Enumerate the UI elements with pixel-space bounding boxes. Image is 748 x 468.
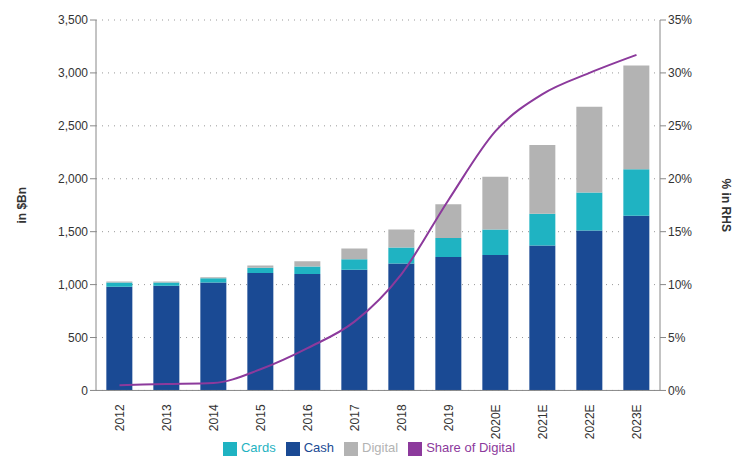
html-text:Cash: Cash [303,440,334,456]
svg-text:% in RHS: % in RHS [719,179,733,232]
svg-text:0%: 0% [668,384,686,398]
svg-text:2019: 2019 [442,404,456,431]
html-text:Digital: Digital [362,440,399,456]
svg-text:15%: 15% [668,225,692,239]
svg-text:0: 0 [81,384,88,398]
svg-text:2,500: 2,500 [58,119,88,133]
svg-text:500: 500 [68,331,88,345]
svg-text:2013: 2013 [160,404,174,431]
svg-text:2015: 2015 [254,404,268,431]
svg-text:2017: 2017 [348,404,362,431]
svg-text:2012: 2012 [113,404,127,431]
svg-text:3,500: 3,500 [58,13,88,27]
svg-text:1,000: 1,000 [58,278,88,292]
svg-text:25%: 25% [668,119,692,133]
html-text:Share of Digital: Share of Digital [426,440,515,456]
svg-text:2021E: 2021E [536,404,550,439]
svg-text:1,500: 1,500 [58,225,88,239]
svg-text:20%: 20% [668,172,692,186]
svg-text:5%: 5% [668,331,686,345]
svg-text:35%: 35% [668,13,692,27]
html-text:Cards: Cards [241,440,276,456]
svg-text:in $Bn: in $Bn [15,187,29,224]
svg-text:2,000: 2,000 [58,172,88,186]
svg-text:2014: 2014 [207,404,221,431]
svg-text:2022E: 2022E [583,404,597,439]
svg-text:2020E: 2020E [489,404,503,439]
svg-text:10%: 10% [668,278,692,292]
svg-text:2018: 2018 [395,404,409,431]
svg-text:30%: 30% [668,66,692,80]
svg-text:2016: 2016 [301,404,315,431]
svg-text:3,000: 3,000 [58,66,88,80]
svg-text:2023E: 2023E [630,404,644,439]
